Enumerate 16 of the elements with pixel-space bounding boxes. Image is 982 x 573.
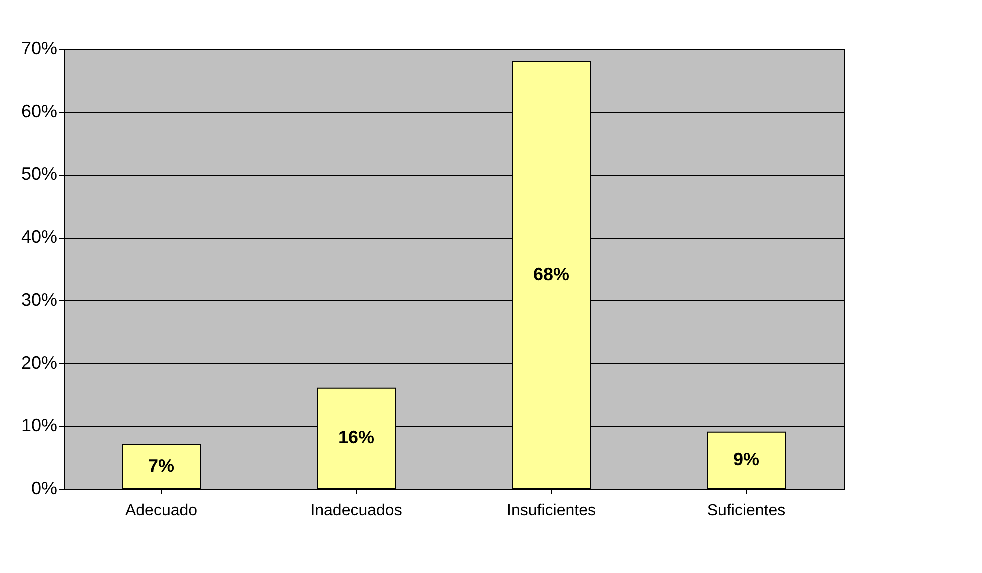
data-label: 68% — [533, 264, 570, 284]
y-tick-label: 10% — [21, 416, 58, 436]
y-tick-label: 30% — [21, 290, 58, 310]
x-tick-label: Suficientes — [707, 502, 786, 520]
data-label: 9% — [733, 450, 760, 470]
y-tick-label: 60% — [21, 101, 58, 122]
data-label: 16% — [338, 428, 375, 448]
x-tick-label: Adecuado — [125, 502, 198, 520]
y-tick-label: 70% — [21, 38, 58, 58]
y-tick-label: 40% — [21, 227, 58, 248]
y-tick-label: 20% — [21, 352, 58, 373]
x-tick-label: Inadecuados — [310, 502, 402, 520]
data-label: 7% — [148, 456, 175, 476]
x-tick-label: Insuficientes — [507, 502, 596, 520]
y-tick-label: 0% — [31, 478, 58, 498]
y-tick-label: 50% — [21, 164, 58, 184]
